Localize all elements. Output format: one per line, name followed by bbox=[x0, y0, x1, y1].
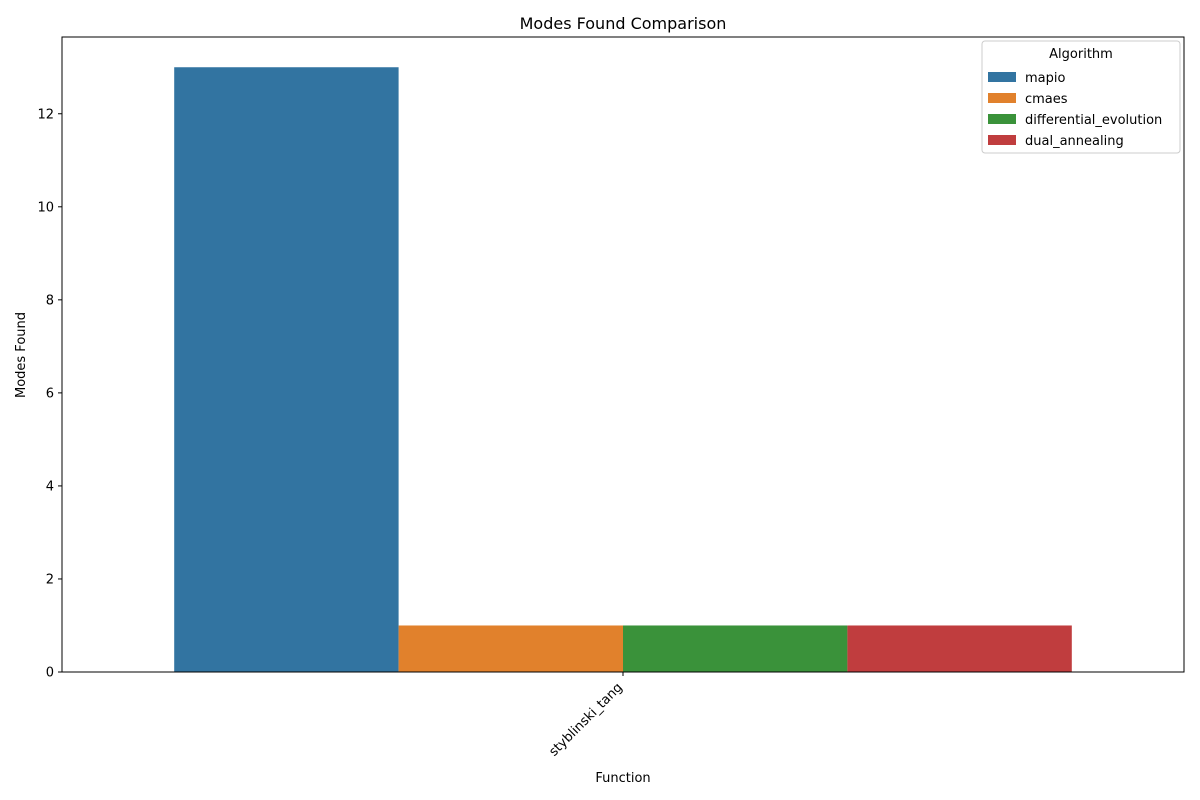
x-axis: styblinski_tang bbox=[546, 672, 626, 760]
y-tick-label: 6 bbox=[46, 386, 54, 401]
bar-cmaes-styblinski_tang bbox=[398, 625, 623, 672]
x-tick-label: styblinski_tang bbox=[546, 680, 625, 759]
y-axis-label: Modes Found bbox=[14, 312, 29, 398]
y-tick-label: 2 bbox=[46, 572, 54, 587]
bar-dual_annealing-styblinski_tang bbox=[847, 625, 1072, 672]
bar-mapio-styblinski_tang bbox=[174, 67, 399, 673]
legend-swatch-cmaes bbox=[988, 93, 1016, 103]
legend-title: Algorithm bbox=[1049, 47, 1113, 62]
x-axis-label: Function bbox=[595, 771, 650, 786]
y-tick-label: 4 bbox=[46, 479, 54, 494]
legend: Algorithm mapio cmaes differential_evolutio… bbox=[981, 40, 1181, 154]
legend-box bbox=[981, 40, 1181, 154]
legend-label-mapio: mapio bbox=[1025, 71, 1065, 86]
legend-swatch-dual_annealing bbox=[988, 135, 1016, 145]
y-tick-label: 8 bbox=[46, 293, 54, 308]
legend-label-differential_evolution: differential_evolution bbox=[1025, 113, 1162, 128]
legend-swatch-mapio bbox=[988, 72, 1016, 82]
y-axis: 0 2 4 6 8 10 12 bbox=[37, 107, 62, 681]
plot-area bbox=[61, 36, 1185, 673]
chart-title: Modes Found Comparison bbox=[520, 14, 727, 33]
y-tick-label: 0 bbox=[46, 666, 54, 681]
legend-swatch-differential_evolution bbox=[988, 114, 1016, 124]
legend-label-dual_annealing: dual_annealing bbox=[1025, 134, 1124, 149]
legend-label-cmaes: cmaes bbox=[1025, 92, 1068, 107]
y-tick-label: 10 bbox=[37, 200, 54, 215]
bar-differential_evolution-styblinski_tang bbox=[623, 625, 848, 672]
y-tick-label: 12 bbox=[37, 107, 54, 122]
